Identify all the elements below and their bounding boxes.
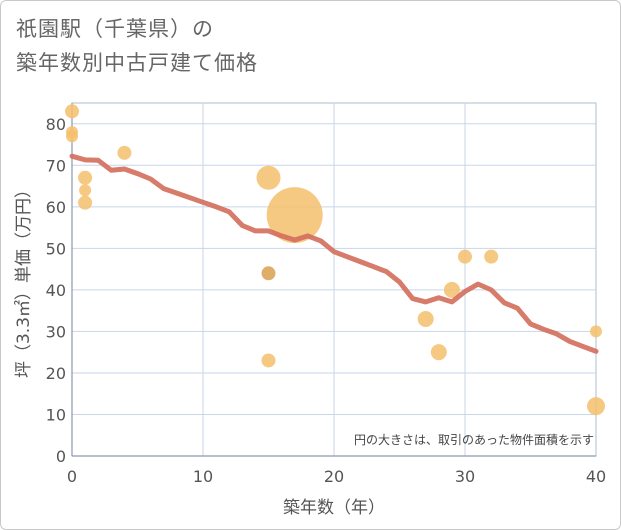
- bubble-point: [117, 145, 132, 160]
- bubble-point: [443, 281, 460, 298]
- axis-ticks: 0 10 20 30 40 50 60 70 80 0 10 20 30 40: [46, 115, 607, 486]
- x-tick-label: 10: [193, 467, 213, 486]
- bubble-series: [65, 104, 605, 416]
- bubble-point: [587, 397, 605, 416]
- y-tick-label: 60: [46, 198, 66, 217]
- y-tick-label: 0: [56, 447, 66, 466]
- bubble-point: [261, 266, 276, 281]
- average-price-line: [69, 153, 599, 354]
- bubble-point: [417, 310, 434, 327]
- bubble-point: [79, 184, 92, 197]
- y-tick-label: 70: [46, 156, 66, 175]
- x-tick-label: 20: [324, 467, 344, 486]
- x-tick-label: 0: [67, 467, 77, 486]
- y-tick-label: 40: [46, 281, 66, 300]
- x-tick-label: 30: [455, 467, 475, 486]
- chart-title-line2: 築年数別中古戸建て価格: [16, 51, 258, 75]
- bubble-point: [458, 249, 472, 264]
- grid: [71, 102, 597, 457]
- bubble-point: [261, 353, 276, 368]
- chart-title-line1: 祇園駅（千葉県）の: [16, 17, 214, 41]
- bubble-point: [484, 249, 499, 264]
- y-tick-label: 20: [46, 364, 66, 383]
- bubble-point: [590, 325, 602, 338]
- y-axis-label: 坪（3.3㎡）単価（万円）: [14, 181, 34, 378]
- bubble-point: [256, 165, 281, 190]
- x-axis-label: 築年数（年）: [283, 498, 385, 518]
- bubble-point: [78, 170, 93, 185]
- y-tick-label: 50: [46, 239, 66, 258]
- y-tick-label: 30: [46, 322, 66, 341]
- y-tick-label: 10: [46, 405, 66, 424]
- y-tick-label: 80: [46, 115, 66, 134]
- bubble-point: [266, 187, 323, 244]
- bubble-point: [65, 104, 79, 119]
- bubble-point: [78, 195, 93, 210]
- x-tick-label: 40: [586, 467, 606, 486]
- chart-title: 祇園駅（千葉県）の 築年数別中古戸建て価格: [16, 12, 258, 80]
- chart-note: 円の大きさは、取引のあった物件面積を示す: [354, 432, 594, 447]
- bubble-point: [66, 130, 78, 143]
- line-series: [69, 153, 599, 354]
- bubble-point: [430, 344, 447, 361]
